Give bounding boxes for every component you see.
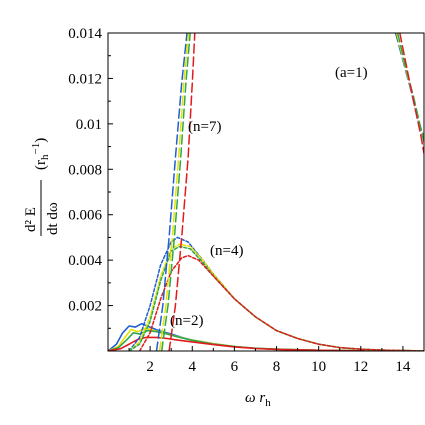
y-axis-label: d² E dt dω (rh−1) bbox=[23, 138, 61, 236]
x-tick-label: 6 bbox=[231, 359, 239, 375]
y-label-denominator: dt dω bbox=[45, 202, 61, 235]
x-tick-label: 12 bbox=[353, 359, 368, 375]
x-axis-label-sub: h bbox=[265, 397, 271, 409]
series-line-0-2 bbox=[108, 329, 424, 351]
series-line-1-3 bbox=[138, 254, 424, 351]
x-axis-label: ω rh bbox=[245, 390, 271, 409]
y-tick-label: 0.014 bbox=[68, 26, 102, 42]
y-tick-label: 0.008 bbox=[68, 162, 102, 178]
x-tick-label: 8 bbox=[273, 359, 281, 375]
series-line-2-2 bbox=[160, 33, 191, 351]
y-label-unit-main: (r bbox=[33, 160, 49, 170]
annotation-n7: (n=7) bbox=[188, 119, 221, 135]
x-tick-label: 4 bbox=[189, 359, 197, 375]
y-label-unit-sub: h bbox=[39, 154, 51, 160]
y-label-unit-close: ) bbox=[33, 138, 49, 143]
series-line-2-0 bbox=[155, 33, 188, 351]
x-tick-label: 14 bbox=[395, 359, 411, 375]
y-tick-label: 0.002 bbox=[68, 299, 102, 315]
x-tick-label: 10 bbox=[311, 359, 326, 375]
y-tick-label: 0.012 bbox=[68, 71, 102, 87]
y-label-unit-sup: −1 bbox=[30, 143, 42, 155]
ticks-layer: 2 4 6 8 10 12 14 0.002 0.004 0.006 0.008 0.01 0.012 0… bbox=[68, 26, 411, 375]
series-line-2-1 bbox=[158, 33, 190, 351]
series-layer bbox=[108, 33, 424, 351]
annotation-a: (a=1) bbox=[335, 65, 368, 81]
x-axis-label-main: ω r bbox=[245, 390, 265, 406]
x-tick-label: 2 bbox=[146, 359, 154, 375]
series-line-3-2 bbox=[396, 33, 424, 143]
y-label-unit: (rh−1) bbox=[30, 138, 51, 170]
y-tick-label: 0.01 bbox=[76, 117, 102, 133]
series-line-2-3 bbox=[168, 33, 196, 351]
annotation-n4: (n=4) bbox=[210, 243, 243, 259]
series-line-0-3 bbox=[108, 336, 424, 351]
series-line-3-3 bbox=[399, 33, 424, 155]
annotation-n2: (n=2) bbox=[170, 313, 203, 329]
y-tick-label: 0.004 bbox=[68, 253, 102, 269]
y-tick-label: 0.006 bbox=[68, 208, 102, 224]
y-label-numerator: d² E bbox=[23, 207, 39, 232]
